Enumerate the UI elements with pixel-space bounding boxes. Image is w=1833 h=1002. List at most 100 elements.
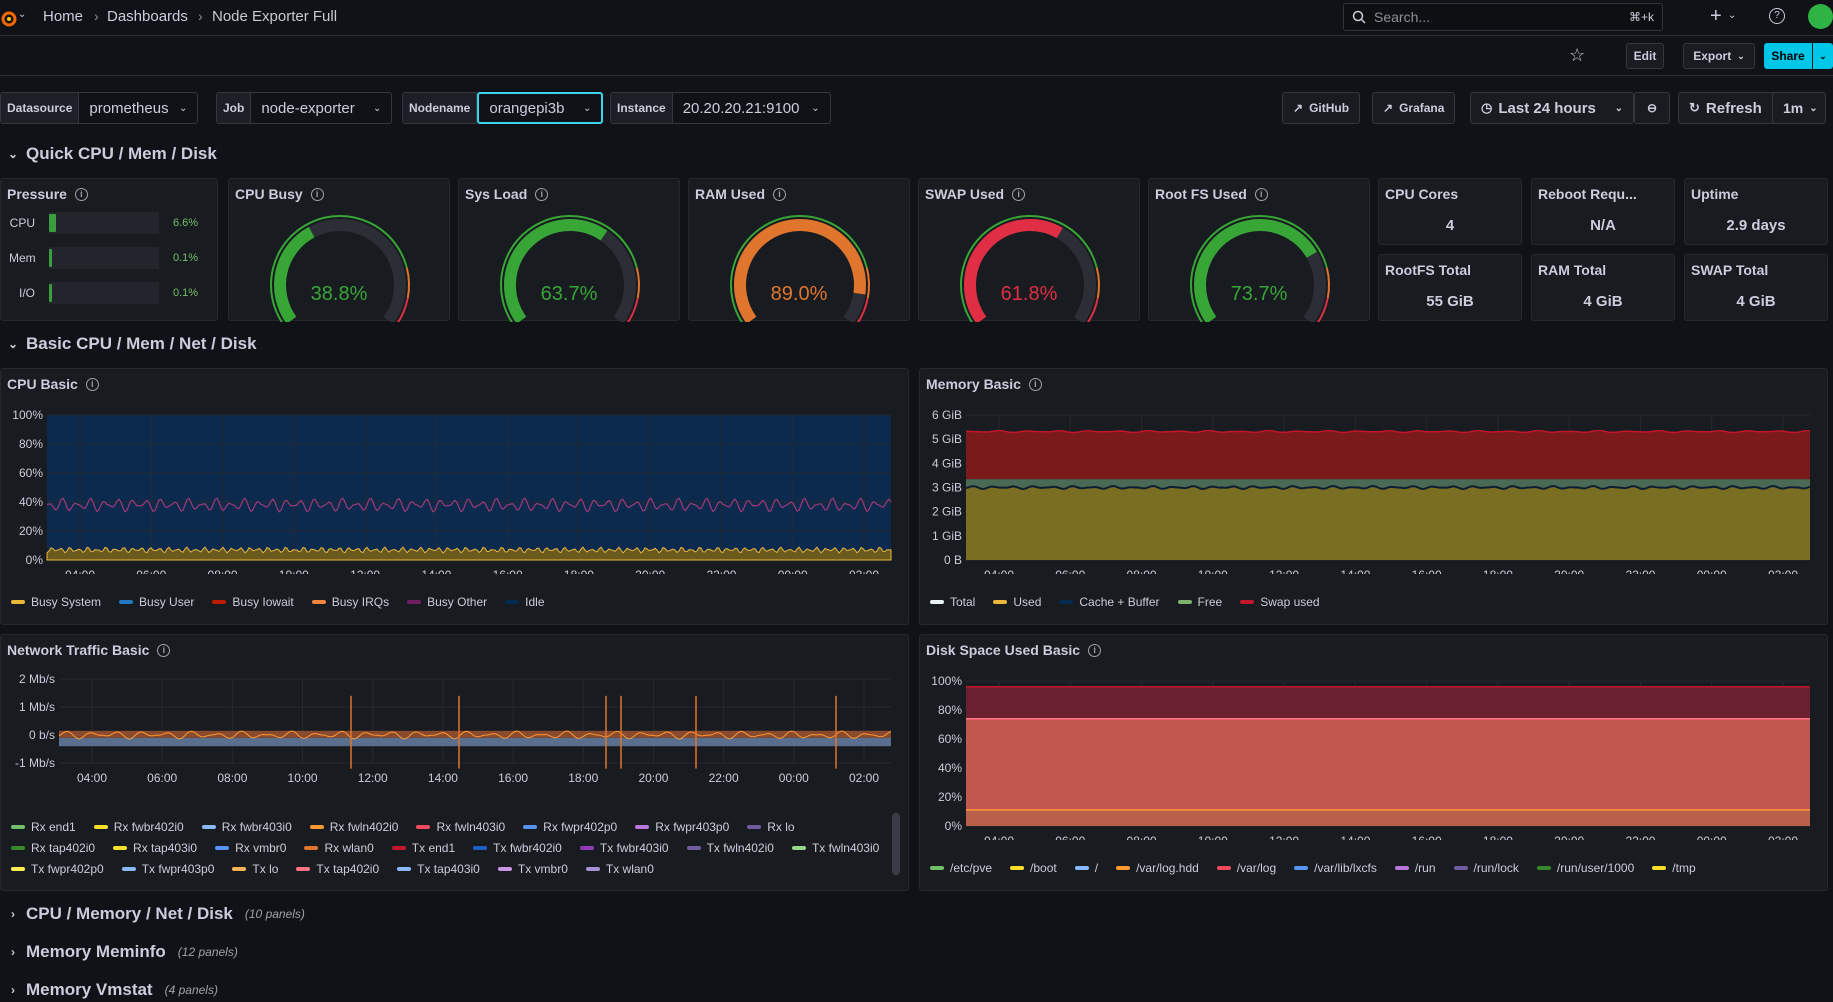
- grafana-link[interactable]: ↗ Grafana: [1372, 92, 1456, 124]
- legend-item[interactable]: Free: [1177, 595, 1222, 609]
- legend-item[interactable]: Busy Other: [407, 595, 487, 609]
- variable-select[interactable]: 20.20.20.21:9100 ⌄: [672, 92, 831, 124]
- legend-item[interactable]: Swap used: [1240, 595, 1320, 609]
- share-button[interactable]: Share: [1764, 43, 1812, 69]
- help-icon[interactable]: ?: [1769, 8, 1785, 24]
- disk-basic-chart[interactable]: 100% 80% 60% 40% 20% 0% 04:00 06:00 08:00 10:00 12…: [920, 665, 1827, 840]
- variable-job[interactable]: Job node-exporter ⌄: [216, 92, 393, 124]
- legend-item[interactable]: Cache + Buffer: [1059, 595, 1160, 609]
- legend-item[interactable]: Rx fwln403i0: [416, 820, 505, 834]
- legend-item[interactable]: Rx fwpr402p0: [523, 820, 617, 834]
- legend-item[interactable]: Busy IRQs: [311, 595, 389, 609]
- refresh-button[interactable]: ↻ Refresh: [1678, 92, 1782, 124]
- info-icon[interactable]: i: [310, 187, 324, 201]
- info-icon[interactable]: i: [773, 187, 787, 201]
- legend-item[interactable]: Tx end1: [391, 841, 455, 855]
- legend-item[interactable]: /var/log: [1216, 861, 1276, 875]
- legend-label: Swap used: [1260, 595, 1320, 609]
- refresh-interval-picker[interactable]: 1m ⌄: [1772, 92, 1826, 124]
- legend-item[interactable]: Tx fwbr402i0: [473, 841, 562, 855]
- info-icon[interactable]: i: [74, 187, 88, 201]
- legend-item[interactable]: Tx fwpr402p0: [11, 862, 104, 876]
- legend-item[interactable]: /tmp: [1652, 861, 1696, 875]
- zoom-out-button[interactable]: ⊖: [1634, 92, 1670, 124]
- legend-item[interactable]: /run/user/1000: [1536, 861, 1634, 875]
- info-icon[interactable]: i: [535, 187, 549, 201]
- memory-basic-chart[interactable]: 6 GiB 5 GiB 4 GiB 3 GiB 2 GiB 1 GiB 0 B 04:00 06…: [920, 399, 1827, 574]
- variable-select[interactable]: prometheus ⌄: [79, 92, 199, 124]
- edit-button[interactable]: Edit: [1626, 43, 1664, 69]
- legend-item[interactable]: Rx lo: [747, 820, 795, 834]
- legend-item[interactable]: Tx vmbr0: [497, 862, 568, 876]
- info-icon[interactable]: i: [85, 377, 99, 391]
- user-avatar[interactable]: [1808, 4, 1833, 29]
- variable-datasource[interactable]: Datasource prometheus ⌄: [0, 92, 199, 124]
- legend-item[interactable]: Rx vmbr0: [215, 841, 286, 855]
- legend-item[interactable]: Tx fwln403i0: [791, 841, 879, 855]
- star-icon[interactable]: ☆: [1569, 45, 1586, 65]
- legend-label: Tx tap402i0: [316, 862, 380, 876]
- legend-item[interactable]: /run/lock: [1453, 861, 1519, 875]
- legend-item[interactable]: /var/lib/lxcfs: [1294, 861, 1377, 875]
- legend-item[interactable]: Rx wlan0: [304, 841, 374, 855]
- legend-item[interactable]: Busy System: [11, 595, 101, 609]
- export-button[interactable]: Export ⌄: [1683, 43, 1755, 69]
- add-icon[interactable]: +: [1710, 5, 1722, 27]
- info-icon[interactable]: i: [1088, 643, 1102, 657]
- legend-item[interactable]: /var/log.hdd: [1116, 861, 1199, 875]
- legend-label: Busy System: [31, 595, 102, 609]
- info-icon[interactable]: i: [1254, 187, 1268, 201]
- legend-item[interactable]: Busy User: [119, 595, 194, 609]
- github-link[interactable]: ↗ GitHub: [1282, 92, 1361, 124]
- legend-item[interactable]: Tx fwbr403i0: [579, 841, 669, 855]
- info-icon[interactable]: i: [1012, 187, 1026, 201]
- cpu-basic-chart[interactable]: 100% 80% 60% 40% 20% 0% 04:00 06:00 08:00 10:00 12…: [1, 399, 908, 574]
- search-input[interactable]: Search... ⌘+k: [1343, 3, 1663, 31]
- share-menu-button[interactable]: ⌄: [1813, 43, 1833, 69]
- info-icon[interactable]: i: [157, 643, 171, 657]
- variable-nodename[interactable]: Nodename orangepi3b ⌄: [402, 92, 604, 124]
- x-tick-label: 22:00: [709, 771, 739, 785]
- network-basic-chart[interactable]: 2 Mb/s 1 Mb/s 0 b/s -1 Mb/s 04:00 06:00 08:00 1…: [1, 665, 908, 805]
- legend-item[interactable]: Tx fwln402i0: [686, 841, 774, 855]
- chevron-down-icon[interactable]: ⌄: [1728, 10, 1737, 21]
- row-quick-cpu-mem-disk[interactable]: ⌄ Quick CPU / Mem / Disk: [0, 142, 217, 166]
- legend-item[interactable]: Tx fwpr403p0: [121, 862, 214, 876]
- legend-item[interactable]: /: [1074, 861, 1098, 875]
- legend-label: Tx tap403i0: [417, 862, 480, 876]
- legend-item[interactable]: Rx end1: [11, 820, 76, 834]
- variable-instance[interactable]: Instance 20.20.20.21:9100 ⌄: [610, 92, 831, 124]
- variable-label: Datasource: [0, 92, 80, 124]
- legend-item[interactable]: Rx fwpr403p0: [635, 820, 729, 834]
- variable-select[interactable]: orangepi3b ⌄: [477, 92, 604, 124]
- legend-item[interactable]: Tx tap403i0: [397, 862, 480, 876]
- legend-item[interactable]: Rx fwln402i0: [309, 820, 398, 834]
- legend-item[interactable]: Total: [930, 595, 975, 609]
- info-icon[interactable]: i: [1028, 377, 1042, 391]
- row-collapsed[interactable]: › CPU / Memory / Net / Disk (10 panels): [0, 902, 305, 926]
- legend-item[interactable]: Used: [993, 595, 1041, 609]
- row-collapsed[interactable]: › Memory Vmstat (4 panels): [0, 978, 218, 1002]
- chevron-down-icon[interactable]: ⌄: [18, 9, 27, 20]
- legend-item[interactable]: Rx tap402i0: [11, 841, 95, 855]
- legend-item[interactable]: Idle: [505, 595, 545, 609]
- legend-item[interactable]: Rx fwbr403i0: [201, 820, 292, 834]
- legend-item[interactable]: Tx lo: [232, 862, 278, 876]
- gauge-panel: Root FS Used i 73.7%: [1148, 178, 1370, 322]
- row-collapsed[interactable]: › Memory Meminfo (12 panels): [0, 940, 238, 964]
- breadcrumb-dashboards[interactable]: Dashboards: [107, 8, 188, 25]
- variable-select[interactable]: node-exporter ⌄: [251, 92, 393, 124]
- legend-item[interactable]: Rx tap403i0: [113, 841, 197, 855]
- legend-item[interactable]: /boot: [1010, 861, 1057, 875]
- grafana-logo-icon[interactable]: [0, 6, 22, 28]
- legend-item[interactable]: Busy Iowait: [212, 595, 294, 609]
- row-basic-cpu-mem-net-disk[interactable]: ⌄ Basic CPU / Mem / Net / Disk: [0, 332, 257, 356]
- time-range-picker[interactable]: ◷ Last 24 hours ⌄: [1470, 92, 1634, 124]
- legend-item[interactable]: Rx fwbr402i0: [93, 820, 184, 834]
- legend-item[interactable]: /etc/pve: [930, 861, 992, 875]
- legend-scrollbar[interactable]: [892, 813, 900, 875]
- breadcrumb-home[interactable]: Home: [43, 8, 84, 25]
- legend-item[interactable]: Tx tap402i0: [296, 862, 379, 876]
- legend-item[interactable]: /run: [1394, 861, 1436, 875]
- legend-item[interactable]: Tx wlan0: [585, 862, 654, 876]
